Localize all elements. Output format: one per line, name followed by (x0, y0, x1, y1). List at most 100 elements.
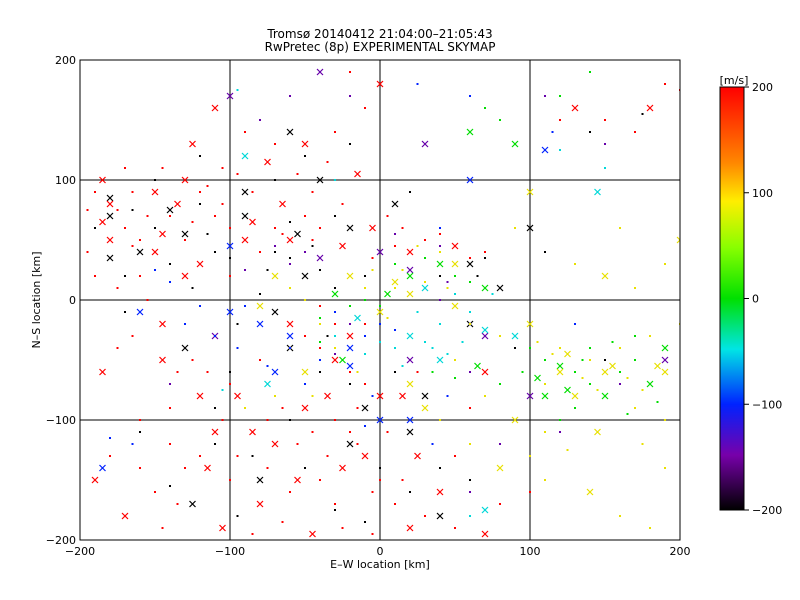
data-point-dot (416, 371, 419, 373)
data-point-dot (139, 239, 141, 241)
data-point-dot (626, 377, 629, 379)
data-point-dot (544, 359, 546, 361)
data-point-dot (304, 215, 306, 217)
data-point-cross (189, 140, 196, 148)
data-point-cross (106, 254, 114, 262)
data-point-dot (469, 323, 471, 325)
data-point-dot (274, 251, 276, 253)
data-point-dot (139, 431, 141, 433)
data-point-cross (556, 368, 564, 376)
data-point-cross (406, 380, 414, 388)
data-point-dot (154, 269, 156, 271)
data-point-dot (319, 305, 321, 307)
data-point-dot (476, 275, 479, 277)
data-point-dot (604, 359, 606, 361)
data-point-cross (376, 248, 384, 256)
colorbar-tick-label: 100 (752, 187, 773, 200)
y-tick-label: 0 (69, 294, 76, 307)
data-point-dot (176, 503, 179, 505)
data-point-cross (136, 308, 144, 316)
data-point-cross (481, 530, 489, 538)
data-point-dot (439, 275, 441, 277)
data-point-cross (99, 464, 106, 472)
data-point-dot (394, 503, 396, 505)
data-point-dot (259, 293, 261, 295)
data-point-cross (256, 500, 264, 508)
data-point-dot (319, 479, 321, 481)
data-point-cross (106, 200, 114, 208)
data-point-cross (226, 92, 234, 100)
data-point-dot (94, 191, 96, 193)
data-point-dot (469, 515, 471, 517)
data-point-cross (391, 200, 399, 208)
scatter-points (86, 68, 680, 538)
y-tick-label: −200 (46, 534, 76, 547)
data-point-cross (451, 302, 459, 310)
data-point-cross (421, 140, 429, 148)
data-point-cross (481, 326, 489, 334)
data-point-cross (99, 218, 106, 226)
data-point-dot (581, 359, 584, 361)
data-point-cross (226, 308, 234, 316)
data-point-dot (326, 335, 329, 337)
data-point-cross (376, 392, 384, 400)
colorbar-tick-label: −100 (752, 398, 782, 411)
data-point-cross (391, 278, 399, 286)
data-point-cross (646, 104, 654, 112)
data-point-dot (634, 359, 636, 361)
x-axis: −200 −100 0 100 200 (65, 545, 691, 558)
data-point-dot (371, 533, 374, 535)
data-point-dot (379, 341, 381, 343)
data-point-dot (131, 335, 134, 337)
data-point-cross (189, 500, 196, 508)
data-point-dot (259, 359, 261, 361)
data-point-dot (229, 227, 231, 229)
data-point-dot (379, 479, 381, 481)
data-point-dot (514, 347, 516, 349)
data-point-dot (559, 431, 561, 433)
data-point-dot (664, 263, 666, 265)
data-point-dot (446, 287, 449, 289)
data-point-cross (481, 506, 489, 514)
data-point-dot (116, 347, 119, 349)
data-point-dot (634, 287, 636, 289)
data-point-dot (469, 371, 471, 373)
data-point-dot (304, 335, 306, 337)
data-point-dot (379, 305, 381, 307)
data-point-dot (544, 95, 546, 97)
data-point-dot (446, 353, 449, 355)
data-point-dot (596, 389, 599, 391)
data-point-cross (106, 194, 114, 202)
data-point-dot (214, 407, 216, 409)
data-point-dot (574, 323, 576, 325)
data-point-dot (244, 131, 246, 133)
data-point-dot (484, 257, 486, 259)
data-point-cross (541, 146, 549, 154)
data-point-dot (424, 257, 426, 259)
data-point-cross (159, 230, 166, 238)
data-point-dot (664, 419, 666, 421)
data-point-dot (439, 467, 441, 469)
y-tick-label: −100 (46, 414, 76, 427)
data-point-cross (594, 428, 601, 436)
data-point-dot (319, 323, 321, 325)
data-point-dot (379, 323, 381, 325)
data-point-dot (86, 209, 89, 211)
y-axis-label: N–S location [km] (30, 251, 43, 348)
data-point-dot (656, 401, 659, 403)
data-point-dot (559, 119, 561, 121)
data-point-dot (311, 431, 314, 433)
data-point-dot (281, 521, 284, 523)
data-point-dot (386, 215, 389, 217)
data-point-dot (641, 113, 644, 115)
data-point-cross (121, 512, 129, 520)
data-point-dot (484, 251, 486, 253)
data-point-cross (451, 260, 459, 268)
data-point-dot (214, 443, 216, 445)
data-point-cross (346, 440, 354, 448)
data-point-cross (256, 320, 264, 328)
data-point-cross (279, 200, 286, 208)
data-point-cross (421, 392, 429, 400)
data-point-dot (356, 443, 359, 445)
